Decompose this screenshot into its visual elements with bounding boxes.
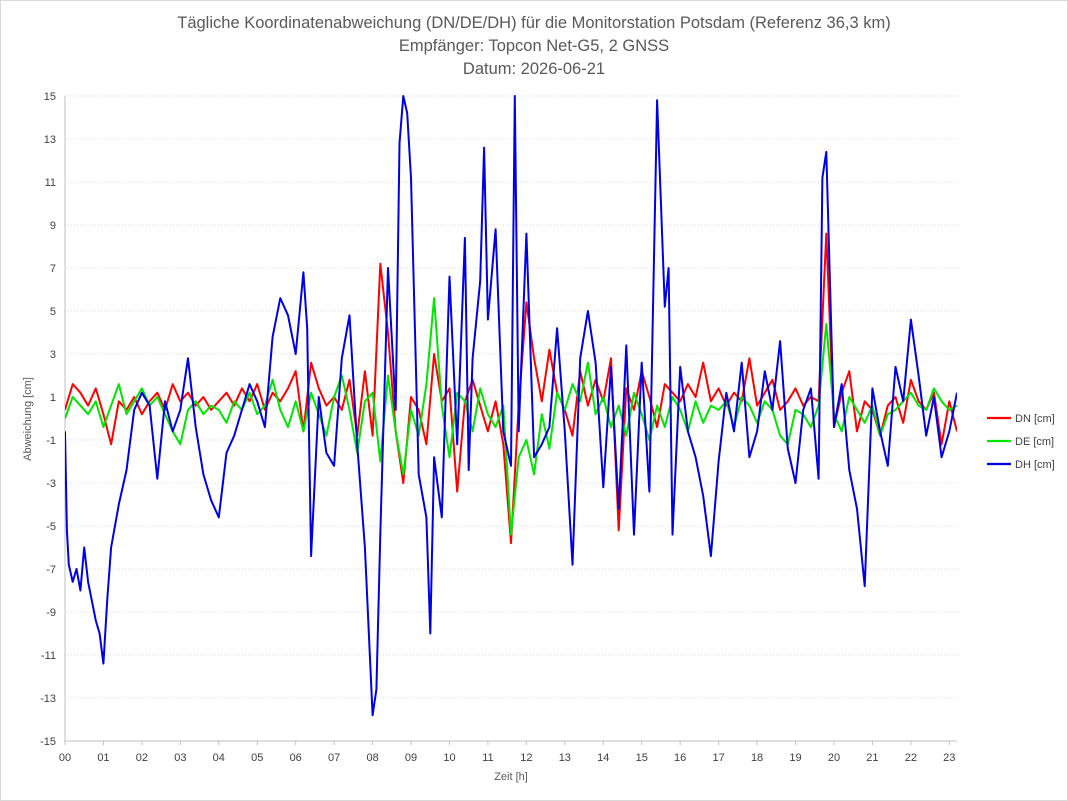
x-tick-label: 23 (943, 752, 955, 764)
y-tick-label: -1 (46, 435, 56, 447)
x-tick-label: 07 (328, 752, 340, 764)
x-tick-label: 10 (443, 752, 455, 764)
legend: DN [cm] DE [cm] DH [cm] (987, 413, 1055, 471)
legend-label: DE [cm] (1015, 436, 1054, 448)
x-tick-label: 01 (97, 752, 109, 764)
series-layer (65, 95, 957, 717)
x-tick-label: 00 (59, 752, 71, 764)
series-line-de (65, 297, 957, 536)
y-tick-label: 13 (44, 134, 56, 146)
legend-label: DN [cm] (1015, 413, 1055, 425)
x-tick-label: 20 (828, 752, 840, 764)
y-tick-label: 3 (50, 349, 56, 361)
x-tick-label: 21 (866, 752, 878, 764)
y-tick-label: -9 (46, 607, 56, 619)
x-tick-label: 16 (674, 752, 686, 764)
y-tick-label: -7 (46, 564, 56, 576)
y-axis-label: Abweichung [cm] (22, 377, 34, 461)
x-tick-label: 08 (366, 752, 378, 764)
x-tick-label: 14 (597, 752, 609, 764)
x-tick-label: 11 (482, 752, 493, 764)
x-tick-label: 17 (712, 752, 724, 764)
x-tick-label: 03 (174, 752, 186, 764)
x-axis-label: Zeit [h] (494, 771, 528, 783)
legend-label: DH [cm] (1015, 459, 1055, 471)
x-tick-label: 09 (405, 752, 417, 764)
x-tick-label: 13 (559, 752, 571, 764)
y-tick-label: 5 (50, 306, 56, 318)
y-tick-label: -13 (40, 693, 56, 705)
x-tick-label: 15 (636, 752, 648, 764)
chart-title-line-2: Empfänger: Topcon Net-G5, 2 GNSS (399, 37, 669, 55)
y-tick-label: 9 (50, 220, 56, 232)
series-line-dh (65, 95, 957, 717)
y-tick-label: 7 (50, 263, 56, 275)
y-tick-label: -11 (41, 650, 56, 662)
y-tick-label: -5 (46, 521, 56, 533)
y-tick-label: -15 (40, 736, 56, 748)
x-tick-label: 02 (136, 752, 148, 764)
chart-title-line-1: Tägliche Koordinatenabweichung (DN/DE/DH… (177, 14, 891, 32)
x-tick-label: 06 (290, 752, 302, 764)
y-tick-label: 1 (50, 392, 56, 404)
x-tick-label: 18 (751, 752, 763, 764)
x-tick-label: 05 (251, 752, 263, 764)
x-tick-label: 04 (213, 752, 225, 764)
x-tick-label: 12 (520, 752, 532, 764)
chart-title-line-3: Datum: 2026-06-21 (463, 60, 605, 78)
y-tick-label: 11 (45, 177, 56, 189)
y-tick-label: 15 (44, 91, 56, 103)
y-tick-label: -3 (46, 478, 56, 490)
x-tick-label: 19 (789, 752, 801, 764)
x-tick-label: 22 (905, 752, 917, 764)
